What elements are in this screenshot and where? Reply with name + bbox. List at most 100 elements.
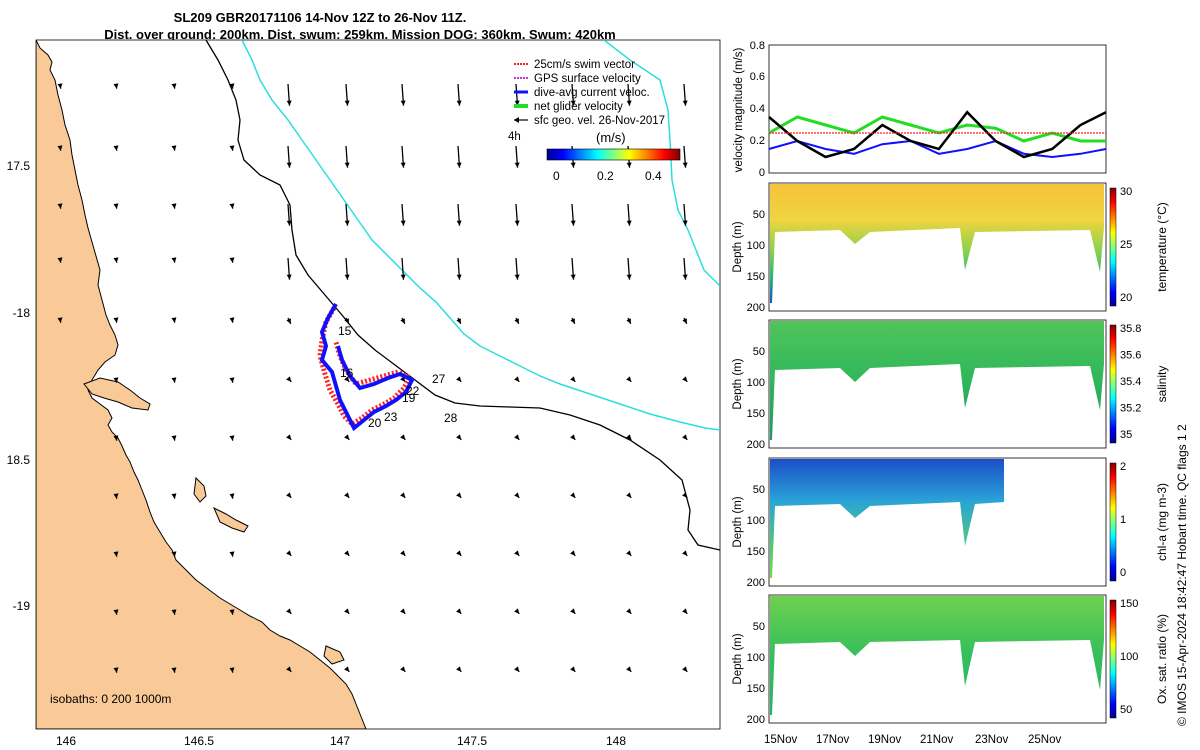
y-tick-label: 17.5 [7, 159, 31, 173]
geo-velocity-arrow [400, 257, 406, 280]
geo-velocity-arrow [229, 609, 235, 615]
velocity-series [768, 110, 1107, 159]
geo-velocity-arrow [570, 492, 576, 499]
geo-velocity-arrow [400, 317, 406, 325]
geo-velocity-arrow [514, 203, 520, 226]
geo-velocity-arrow [171, 609, 177, 615]
geo-velocity-arrow [171, 145, 177, 151]
land-mass [36, 40, 367, 729]
x-tick-label: 147 [330, 734, 350, 748]
geo-velocity-arrow [626, 608, 632, 615]
track-red-vectors [317, 306, 414, 428]
geo-velocity-arrow [570, 376, 576, 383]
geo-velocity-arrow [682, 666, 688, 673]
series-line-sfc-geo-vel- [768, 110, 1107, 159]
colorbar-tick: 35.4 [1120, 376, 1141, 388]
geo-velocity-arrow [514, 83, 520, 106]
geo-velocity-arrow [626, 317, 632, 325]
geo-velocity-arrow [514, 376, 520, 383]
geo-velocity-arrow [400, 492, 406, 499]
legend-label: 25cm/s swim vector [534, 59, 635, 71]
legend-label: net glider velocity [534, 101, 623, 113]
geo-velocity-arrow [626, 492, 632, 499]
isobath-1000m [603, 40, 720, 287]
colorbar-tick: 1 [1120, 514, 1126, 526]
geo-velocity-arrow [344, 83, 350, 106]
y-tick-label: 0.4 [750, 103, 765, 115]
section-y-label: Depth (m) [732, 496, 744, 547]
geo-velocity-arrow [570, 434, 576, 441]
geo-velocity-arrow [400, 203, 406, 226]
geo-velocity-arrow [514, 317, 520, 325]
geo-velocity-arrow [344, 145, 350, 168]
geo-velocity-arrow [456, 492, 462, 499]
geo-velocity-arrow [344, 257, 350, 280]
geo-velocity-arrow [286, 666, 292, 673]
y-tick-label: 50 [753, 209, 765, 221]
geo-velocity-arrow [514, 492, 520, 499]
geo-velocity-arrow [344, 492, 350, 499]
geo-velocity-arrow [229, 83, 235, 89]
island [213, 506, 249, 533]
geo-velocity-arrow [514, 434, 520, 441]
geo-velocity-arrow [682, 203, 688, 226]
geo-velocity-arrow [286, 317, 292, 325]
y-tick-label: 50 [753, 621, 765, 633]
geo-velocity-arrow [229, 317, 235, 323]
section-panel-3: 50 100 150 200 Depth (m) 2 1 0 chl-a (mg m-3) [732, 457, 1169, 589]
geo-velocity-arrow [626, 257, 632, 280]
colorbar-label: (m/s) [596, 130, 626, 145]
geo-velocity-arrow [626, 434, 632, 441]
geo-velocity-arrow [682, 550, 688, 557]
velocity-panel: 0 0.2 0.4 0.6 0.8 velocity magnitude (m/… [733, 40, 1107, 179]
y-tick-label: -18 [13, 306, 31, 320]
island [323, 645, 345, 665]
colorbar-tick: 0.4 [645, 169, 662, 183]
geo-velocity-arrow [682, 257, 688, 280]
geo-velocity-arrow [570, 203, 576, 226]
y-tick-label: 150 [747, 271, 765, 283]
geo-velocity-arrow [229, 145, 235, 151]
y-tick-label: 150 [747, 546, 765, 558]
day-label: 27 [432, 372, 446, 386]
geo-velocity-arrow [286, 550, 292, 557]
geo-velocity-arrow [570, 666, 576, 673]
y-tick-label: 50 [753, 346, 765, 358]
geo-velocity-arrow [682, 317, 688, 325]
x-tick-label: 148 [606, 734, 626, 748]
geo-velocity-arrow [682, 145, 688, 168]
geo-velocity-arrow [229, 667, 235, 673]
map-x-ticks: 146 146.5 147 147.5 148 [56, 734, 626, 748]
geo-velocity-arrow [344, 666, 350, 673]
geo-velocity-arrow [682, 608, 688, 615]
geo-velocity-arrow [626, 666, 632, 673]
y-tick-label: 100 [747, 240, 765, 252]
y-tick-label: 150 [747, 408, 765, 420]
colorbar-tick: 0 [1120, 567, 1126, 579]
section-field [770, 596, 1104, 715]
geo-velocity-arrow [626, 550, 632, 557]
day-label: 15 [338, 324, 352, 338]
section-field [770, 459, 1004, 578]
y-tick-label: 150 [747, 683, 765, 695]
time-axis: 15Nov 17Nov 19Nov 21Nov 23Nov 25Nov [764, 734, 1061, 746]
section-panel-1: 50 100 150 200 Depth (m) 30 25 20 temperature (°… [732, 182, 1169, 314]
y-tick-label: 200 [747, 577, 765, 589]
legend-label: dive-avg current veloc. [534, 87, 650, 99]
geo-velocity-arrow [570, 317, 576, 325]
geo-velocity-arrow [113, 435, 119, 441]
island [193, 476, 207, 503]
time-tick-label: 17Nov [816, 734, 849, 746]
section-colorbar [1109, 462, 1117, 582]
geo-velocity-arrow [229, 493, 235, 499]
geo-velocity-arrow [456, 666, 462, 673]
geo-velocity-arrow [344, 376, 350, 383]
geo-velocity-arrow [570, 550, 576, 557]
geo-velocity-arrow [171, 203, 177, 209]
geo-velocity-arrow [456, 83, 462, 106]
y-tick-label: 200 [747, 439, 765, 451]
chart-title: SL209 GBR20171106 14-Nov 12Z to 26-Nov 1… [173, 10, 467, 25]
geo-velocity-arrow [286, 376, 292, 383]
